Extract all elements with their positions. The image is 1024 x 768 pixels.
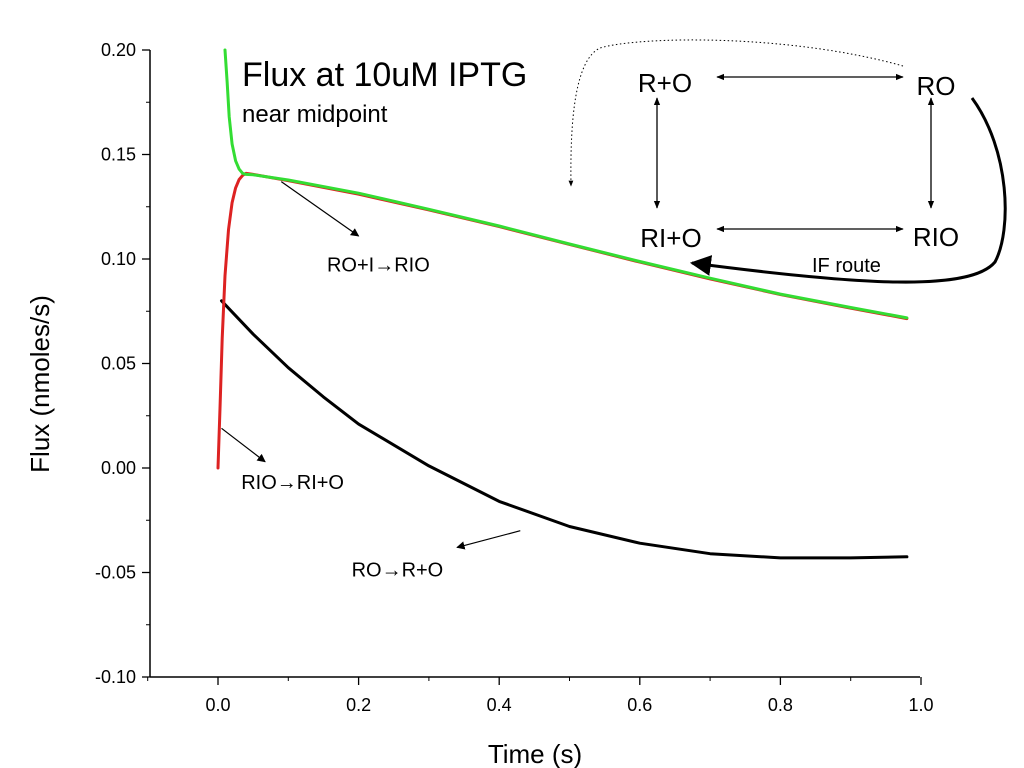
chart-title: Flux at 10uM IPTG bbox=[242, 56, 527, 94]
diagram-node-rio: RIO bbox=[913, 222, 959, 252]
x-tick-label: 0.4 bbox=[487, 695, 512, 715]
x-axis-title: Time (s) bbox=[488, 739, 582, 768]
annotation-ro-r-o: RO→R+O bbox=[352, 560, 444, 582]
green-flux-line bbox=[223, 48, 909, 320]
x-tick-label: 1.0 bbox=[908, 695, 933, 715]
y-tick-label: -0.05 bbox=[95, 563, 136, 583]
diagram-node-r-plus-o: R+O bbox=[638, 68, 692, 98]
diagram-if-route-label: IF route bbox=[812, 255, 881, 277]
black-flux-line bbox=[220, 299, 909, 560]
annotation-arrow bbox=[221, 427, 266, 463]
chart-subtitle: near midpoint bbox=[242, 101, 388, 128]
y-tick-label: 0.05 bbox=[101, 354, 136, 374]
x-tick-label: 0.6 bbox=[627, 695, 652, 715]
annotation-rio-ri-o: RIO→RI+O bbox=[241, 472, 344, 494]
y-tick-label: 0.20 bbox=[101, 40, 136, 60]
x-tick-label: 0.8 bbox=[768, 695, 793, 715]
x-tick-label: 0.2 bbox=[346, 695, 371, 715]
y-axis-title: Flux (nmoles/s) bbox=[25, 295, 55, 473]
diagram-if-route-curve bbox=[689, 97, 1007, 284]
red-flux-line bbox=[216, 171, 909, 470]
x-tick-label: 0.0 bbox=[205, 695, 230, 715]
plot-area: -0.10 -0.05 0.00 0.05 0.10 0.15 0.20 0.0 0.2 0.4 0… bbox=[95, 40, 934, 715]
y-tick-label: -0.10 bbox=[95, 667, 136, 687]
reaction-diagram: R+O RO RI+O RIO IF route bbox=[568, 39, 1007, 284]
y-tick-label: 0.15 bbox=[101, 145, 136, 165]
annotation-arrow bbox=[456, 530, 521, 550]
annotation-ro-i-rio: RO+I→RIO bbox=[327, 255, 430, 277]
diagram-dotted-route bbox=[568, 39, 904, 187]
y-tick-label: 0.00 bbox=[101, 458, 136, 478]
diagram-node-ri-plus-o: RI+O bbox=[640, 223, 701, 253]
annotation-arrow bbox=[280, 181, 360, 237]
diagram-node-ro: RO bbox=[917, 71, 956, 101]
annotation-layer: RO+I→RIO RIO→RI+O RO→R+O bbox=[221, 181, 521, 582]
y-tick-label: 0.10 bbox=[101, 249, 136, 269]
series-layer bbox=[216, 48, 909, 560]
